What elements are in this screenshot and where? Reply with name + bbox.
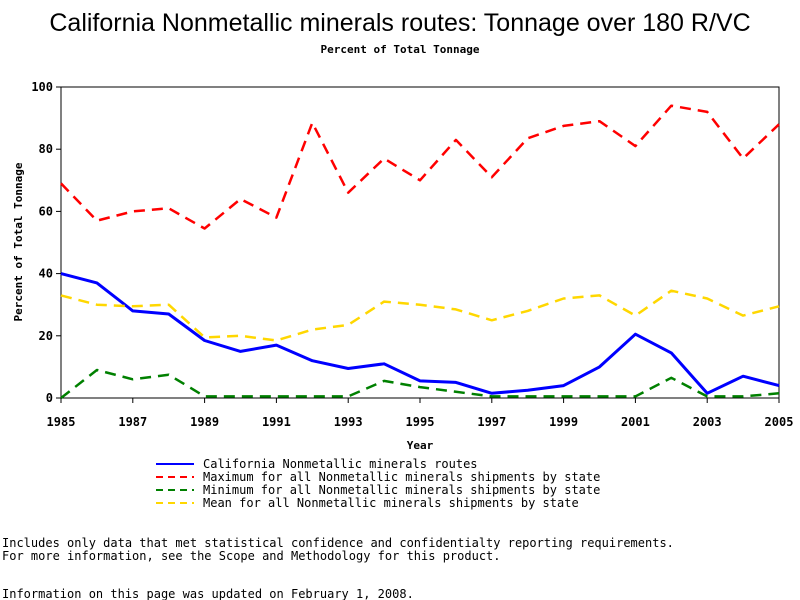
x-tick-label: 1991 (262, 415, 291, 429)
x-tick-label: 1985 (47, 415, 76, 429)
x-tick-label: 1997 (477, 415, 506, 429)
x-tick-label: 2005 (765, 415, 794, 429)
legend-label-2: Minimum for all Nonmetallic minerals shi… (203, 483, 600, 497)
y-axis-label: Percent of Total Tonnage (12, 162, 25, 321)
chart-subtitle: Percent of Total Tonnage (321, 43, 480, 56)
note-line-1: Includes only data that met statistical … (2, 536, 674, 550)
y-axis-ticks: 0 20 40 60 80 100 (31, 80, 61, 405)
x-tick-label: 1999 (549, 415, 578, 429)
series-line-1 (60, 104, 780, 230)
legend-label-0: California Nonmetallic minerals routes (203, 457, 478, 471)
y-tick-label: 100 (31, 80, 53, 94)
series-line-2 (60, 368, 780, 399)
y-tick-label: 0 (46, 391, 53, 405)
x-axis-ticks: 1985 1987 1989 1991 1993 1995 1997 1999 2001 2003… (47, 398, 794, 429)
y-tick-label: 20 (39, 329, 53, 343)
y-tick-label: 60 (39, 204, 53, 218)
chart-title: California Nonmetallic minerals routes: … (49, 9, 750, 37)
legend-label-1: Maximum for all Nonmetallic minerals shi… (203, 470, 600, 484)
y-tick-label: 80 (39, 142, 53, 156)
x-tick-label: 2003 (693, 415, 722, 429)
legend: California Nonmetallic minerals routesMa… (156, 457, 600, 510)
legend-label-3: Mean for all Nonmetallic minerals shipme… (203, 496, 579, 510)
x-tick-label: 1989 (190, 415, 219, 429)
x-tick-label: 2001 (621, 415, 650, 429)
x-tick-label: 1987 (118, 415, 147, 429)
x-tick-label: 1995 (406, 415, 435, 429)
series-line-0 (60, 272, 780, 395)
series-layer (60, 104, 780, 399)
x-axis-label: Year (407, 439, 434, 452)
note-line-2: For more information, see the Scope and … (2, 549, 501, 563)
y-tick-label: 40 (39, 267, 53, 281)
note-line-3: Information on this page was updated on … (2, 587, 414, 600)
x-tick-label: 1993 (334, 415, 363, 429)
series-line-3 (60, 289, 780, 342)
